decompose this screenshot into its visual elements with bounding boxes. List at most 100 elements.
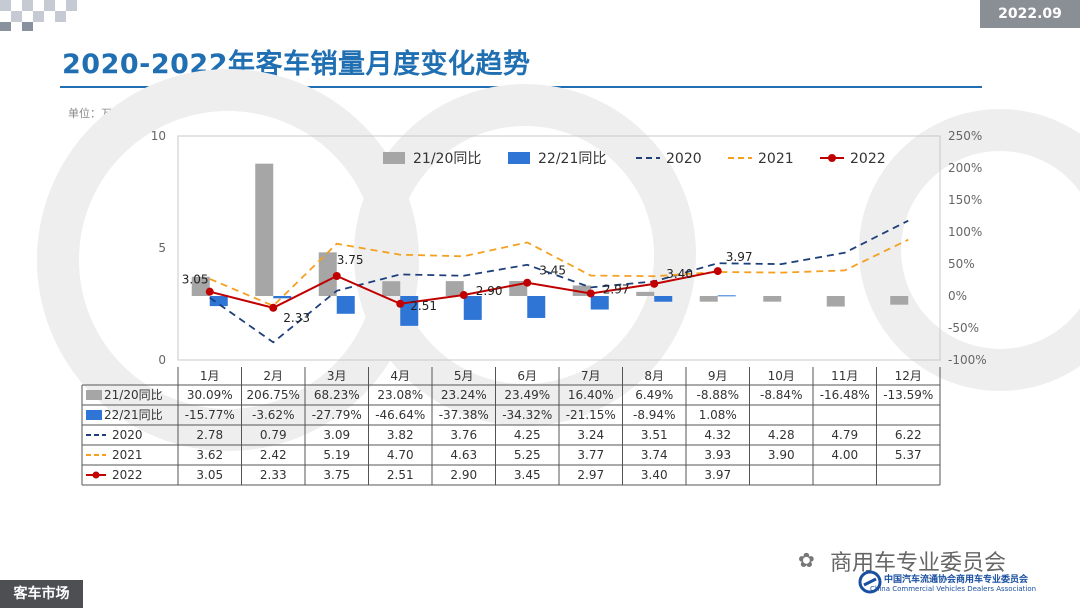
table-cell: 4.00 bbox=[831, 448, 858, 462]
legend-marker bbox=[828, 154, 836, 162]
point-2022 bbox=[650, 279, 659, 288]
table-key-marker bbox=[92, 471, 100, 479]
legend-label: 22/21同比 bbox=[538, 151, 606, 167]
wechat-icon: ✿ bbox=[798, 548, 815, 572]
table-cell: 5.25 bbox=[514, 448, 541, 462]
corner-pattern-graphic bbox=[0, 0, 77, 31]
table-cell: 16.40% bbox=[568, 388, 614, 402]
category-label: 5月 bbox=[454, 369, 474, 383]
category-label: 12月 bbox=[895, 369, 922, 383]
table-cell: 1.08% bbox=[699, 408, 737, 422]
table-cell: 3.24 bbox=[577, 428, 604, 442]
point-2022 bbox=[269, 303, 278, 312]
table-cell: 4.70 bbox=[387, 448, 414, 462]
page-title: 2020-2022年客车销量月度变化趋势 bbox=[62, 49, 531, 80]
table-cell: 3.76 bbox=[450, 428, 477, 442]
bar-yoy-2221 bbox=[209, 296, 228, 307]
association-name: 中国汽车流通协会商用车专业委员会 bbox=[884, 575, 1029, 585]
right-axis-tick: 0% bbox=[948, 289, 967, 303]
table-cell: 3.45 bbox=[514, 468, 541, 482]
bar-yoy-2221 bbox=[654, 296, 673, 302]
table-cell: -27.79% bbox=[312, 408, 362, 422]
point-2022 bbox=[332, 272, 341, 280]
bar-yoy-2120 bbox=[572, 285, 591, 296]
table-cell: 4.25 bbox=[514, 428, 541, 442]
category-label: 10月 bbox=[768, 369, 795, 383]
table-cell: 2.51 bbox=[387, 468, 414, 482]
point-2022 bbox=[396, 299, 405, 308]
bar-yoy-2120 bbox=[382, 281, 401, 296]
left-axis-tick: 10 bbox=[151, 129, 166, 143]
point-2022 bbox=[586, 289, 595, 298]
bar-yoy-2221 bbox=[273, 296, 292, 299]
right-axis-tick: -50% bbox=[948, 321, 979, 335]
right-axis-tick: 50% bbox=[948, 257, 975, 271]
bar-yoy-2120 bbox=[191, 276, 210, 296]
table-cell: -21.15% bbox=[566, 408, 616, 422]
category-label: 9月 bbox=[708, 369, 728, 383]
watermark-circle-right bbox=[859, 109, 1080, 391]
table-cell: 3.90 bbox=[768, 448, 795, 462]
table-cell: -13.59% bbox=[883, 388, 933, 402]
table-row-label: 2021 bbox=[112, 448, 143, 462]
data-label-2022: 2.90 bbox=[476, 284, 503, 298]
table-cell: -46.64% bbox=[375, 408, 425, 422]
data-label-2022: 3.75 bbox=[337, 253, 364, 267]
table-cell: -16.48% bbox=[820, 388, 870, 402]
data-label-2022: 2.97 bbox=[603, 282, 630, 296]
table-cell: 23.08% bbox=[377, 388, 423, 402]
table-cell: -34.32% bbox=[502, 408, 552, 422]
table-cell: 2.78 bbox=[196, 428, 223, 442]
table-cell: 3.40 bbox=[641, 468, 668, 482]
table-cell: 23.24% bbox=[441, 388, 487, 402]
table-cell: 3.75 bbox=[323, 468, 350, 482]
table-cell: 3.05 bbox=[196, 468, 223, 482]
right-axis-tick: 100% bbox=[948, 225, 982, 239]
category-label: 7月 bbox=[581, 369, 601, 383]
data-label-2022: 3.05 bbox=[182, 273, 209, 287]
point-2022 bbox=[459, 291, 468, 300]
bar-yoy-2221 bbox=[336, 296, 355, 314]
bar-yoy-2120 bbox=[763, 296, 782, 302]
table-row-label: 22/21同比 bbox=[104, 408, 163, 422]
table-cell: -8.84% bbox=[760, 388, 802, 402]
table-cell: 3.93 bbox=[704, 448, 731, 462]
table-cell: 0.79 bbox=[260, 428, 287, 442]
data-label-2022: 2.51 bbox=[410, 299, 437, 313]
bar-yoy-2221 bbox=[527, 296, 546, 318]
right-axis-tick: 200% bbox=[948, 161, 982, 175]
line-series-2021 bbox=[209, 238, 909, 307]
table-key-swatch bbox=[86, 390, 102, 400]
table-cell: 3.82 bbox=[387, 428, 414, 442]
bar-yoy-2221 bbox=[590, 296, 609, 310]
section-footer: 客车市场 bbox=[0, 580, 83, 608]
legend-swatch bbox=[383, 152, 405, 164]
data-label-2022: 3.97 bbox=[726, 250, 753, 264]
table-cell: -37.38% bbox=[439, 408, 489, 422]
category-label: 3月 bbox=[327, 369, 347, 383]
right-axis-tick: -100% bbox=[948, 353, 987, 367]
legend-label: 2020 bbox=[666, 151, 702, 167]
point-2022 bbox=[523, 278, 532, 287]
table-cell: 3.09 bbox=[323, 428, 350, 442]
table-cell: 30.09% bbox=[187, 388, 233, 402]
category-label: 2月 bbox=[263, 369, 283, 383]
table-cell: 3.77 bbox=[577, 448, 604, 462]
table-cell: 3.74 bbox=[641, 448, 668, 462]
left-axis-tick: 5 bbox=[158, 241, 166, 255]
bar-yoy-2120 bbox=[890, 296, 909, 305]
bar-yoy-2120 bbox=[445, 281, 464, 296]
table-cell: -15.77% bbox=[185, 408, 235, 422]
data-label-2022: 3.40 bbox=[666, 267, 693, 281]
table-cell: 6.22 bbox=[895, 428, 922, 442]
table-cell: 68.23% bbox=[314, 388, 360, 402]
line-series-2020 bbox=[209, 219, 909, 344]
legend-label: 2021 bbox=[758, 151, 794, 167]
category-label: 4月 bbox=[390, 369, 410, 383]
table-cell: 23.49% bbox=[504, 388, 550, 402]
table-cell: 2.97 bbox=[577, 468, 604, 482]
table-cell: 4.79 bbox=[831, 428, 858, 442]
bar-yoy-2120 bbox=[699, 296, 718, 302]
bar-yoy-2221 bbox=[463, 296, 482, 320]
bar-yoy-2120 bbox=[255, 163, 274, 296]
